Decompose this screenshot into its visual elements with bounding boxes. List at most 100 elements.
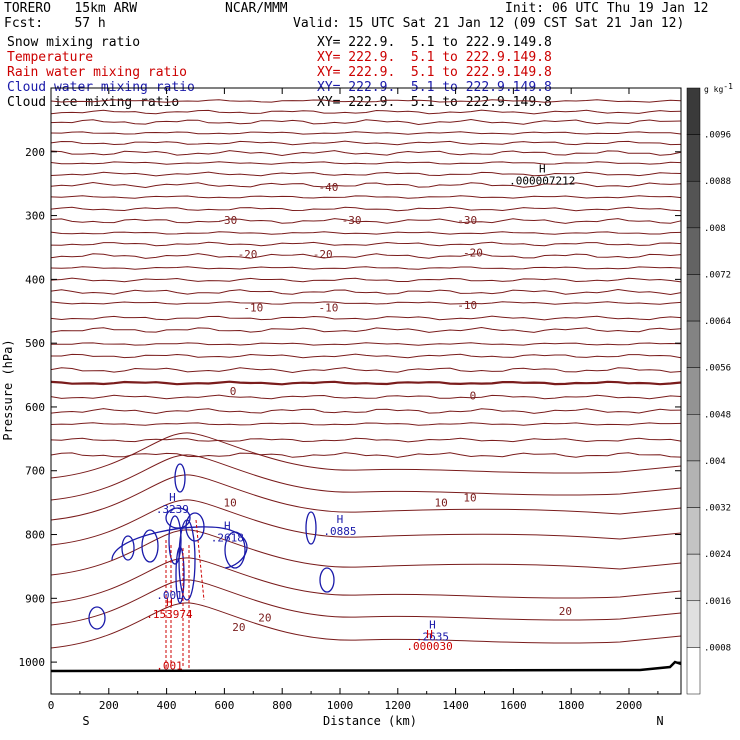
- x-tick-label-2: 400: [157, 699, 177, 712]
- temperature-label-8: -10: [318, 301, 338, 314]
- isotherm-26: [50, 408, 682, 415]
- x-tick-label-1: 200: [99, 699, 119, 712]
- isotherm-35: [50, 557, 682, 604]
- temperature-label-10: 0: [230, 385, 237, 398]
- field-label-temperature: Temperature: [7, 50, 94, 65]
- maximum-mark-0: H: [539, 162, 546, 175]
- temperature-label-7: -10: [243, 301, 263, 314]
- colorbar-swatch-4: [686, 274, 701, 322]
- contour-labels: -40 -30 -30 -30 -20 -20 -20 -10 -10 -10 0 0 10 10 10 20…: [146, 162, 575, 672]
- colorbar-label-7: .004: [704, 457, 726, 467]
- cloud-water-blob-11: [165, 507, 191, 529]
- temperature-label-16: 20: [258, 611, 271, 624]
- isotherm-30: [50, 432, 682, 479]
- colorbar-swatch-1: [686, 134, 701, 182]
- terrain-line: [50, 660, 682, 673]
- y-tick-label-0: 200: [25, 146, 45, 159]
- isotherm-14: [50, 253, 682, 259]
- isotherm-29: [50, 452, 682, 458]
- cloud-water-blob-2: [168, 515, 182, 565]
- temperature-contours: [50, 99, 682, 649]
- cloud-water-blob-9: [305, 511, 317, 545]
- isotherm-21: [51, 342, 682, 346]
- isotherm-23: [50, 367, 682, 374]
- field-xy-snow: XY= 222.9. 5.1 to 222.9.149.8: [317, 35, 552, 50]
- isotherm-36: [50, 579, 682, 626]
- colorbar-label-5: .0056: [704, 364, 731, 374]
- isotherm-19: [50, 315, 682, 321]
- maximum-value-2: .0885: [323, 525, 356, 538]
- colorbar-label-0: .0096: [704, 131, 731, 141]
- maximum-value-3: .3239: [156, 503, 189, 516]
- north-end-label: N: [656, 714, 663, 728]
- forecast-hour: Fcst: 57 h: [4, 16, 106, 31]
- isotherm-37: [50, 602, 682, 649]
- colorbar-swatch-3: [686, 227, 701, 275]
- maximum-mark-2: H: [337, 513, 344, 526]
- maximum-value-4: .2635: [416, 630, 449, 643]
- x-tick-label-5: 1000: [327, 699, 354, 712]
- isotherm-7: [50, 171, 682, 177]
- temperature-label-12: 10: [224, 497, 237, 510]
- temperature-label-17: 20: [559, 605, 572, 618]
- isotherm-27: [50, 422, 682, 426]
- colorbar-label-3: .0072: [704, 270, 731, 280]
- maximum-value-0: .000007212: [509, 174, 575, 187]
- valid-time: Valid: 15 UTC Sat 21 Jan 12 (09 CST Sat …: [293, 16, 685, 31]
- isotherm-33: [50, 499, 682, 546]
- isotherm-2: [50, 118, 682, 126]
- cloud-water-blob-10: [319, 567, 335, 593]
- y-tick-label-5: 700: [25, 465, 45, 478]
- plot-axes: [50, 87, 682, 695]
- maximum-mark-4: H: [429, 618, 436, 631]
- isotherm-12: [50, 231, 682, 235]
- x-tick-label-8: 1600: [500, 699, 527, 712]
- isotherm-1: [50, 109, 682, 115]
- center-title: NCAR/MMM: [225, 1, 288, 16]
- temperature-label-1: -30: [217, 214, 237, 227]
- axis-ticks: 0 200 400 600 800 1000 1200 1400 1600 1800 2000200…: [19, 88, 681, 712]
- isotherm-18: [50, 301, 682, 305]
- temperature-label-2: -30: [342, 214, 362, 227]
- plot-frame: [50, 87, 682, 695]
- isotherm-9: [50, 195, 682, 199]
- x-tick-label-6: 1200: [385, 699, 412, 712]
- south-end-label: S: [82, 714, 89, 728]
- x-axis-label: Distance (km): [323, 714, 417, 728]
- colorbar-label-6: .0048: [704, 410, 731, 420]
- y-tick-label-6: 800: [25, 529, 45, 542]
- cloud-water-blob-1: [141, 529, 159, 563]
- colorbar-swatch-10: [686, 553, 701, 602]
- cloud-water-envelope: [111, 526, 248, 569]
- isotherm-8: [50, 181, 682, 189]
- y-tick-label-3: 500: [25, 337, 45, 350]
- temperature-label-13: 10: [435, 497, 448, 510]
- maximum-mark-3: H: [169, 491, 176, 504]
- temperature-label-11: 0: [470, 389, 477, 402]
- colorbar-swatch-6: [686, 367, 701, 415]
- isotherm-3: [50, 131, 682, 135]
- x-tick-label-7: 1400: [442, 699, 469, 712]
- isotherm-25: [50, 394, 682, 400]
- colorbar-swatch-2: [686, 180, 701, 229]
- temperature-label-15: 20: [232, 621, 245, 634]
- field-label-cloud-ice: Cloud ice mixing ratio: [7, 95, 180, 110]
- field-xy-rain: XY= 222.9. 5.1 to 222.9.149.8: [317, 65, 552, 80]
- maximum-mark-5: H: [166, 596, 173, 609]
- colorbar-swatch-5: [686, 320, 701, 368]
- temperature-label-5: -20: [313, 248, 333, 261]
- temperature-label-0: -40: [318, 181, 338, 194]
- temperature-label-9: -10: [457, 299, 477, 312]
- maximum-mark-6: H: [426, 628, 433, 641]
- isotherm-10: [50, 206, 682, 212]
- isotherm-4: [50, 140, 682, 146]
- isotherm-22: [51, 353, 682, 359]
- isotherm-24: [50, 380, 682, 386]
- colorbar-swatch-9: [686, 507, 701, 555]
- temperature-label-3: -30: [457, 214, 477, 227]
- isotherm-34: [50, 529, 682, 576]
- cloud-water-blob-0: [121, 535, 135, 561]
- isotherm-5: [50, 150, 682, 157]
